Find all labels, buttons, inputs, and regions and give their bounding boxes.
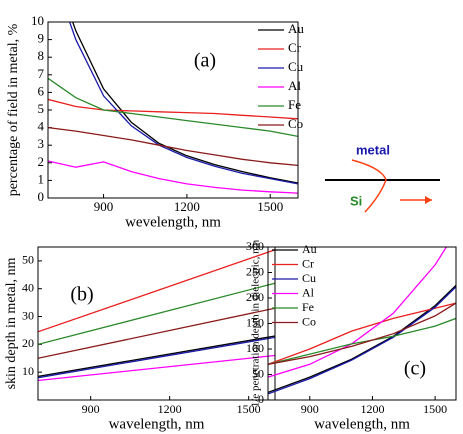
y-tick-label: 30: [22, 308, 34, 322]
chart: 0 1 2 3 4 5 6 7 8 9 10 900 1200 1500 Au Cr Cu Al Fe Co (a) we…: [6, 13, 304, 230]
line: [268, 302, 456, 365]
series-group: [268, 247, 456, 395]
x-tick-label: 1200: [174, 199, 200, 214]
legend-label: Fe: [288, 97, 301, 112]
series-group: [48, 22, 298, 194]
line: [38, 336, 275, 379]
line: [268, 284, 456, 394]
y-tick-label: 300: [246, 239, 264, 253]
y-tick-label: 7: [38, 66, 45, 81]
arrow-head: [425, 196, 432, 204]
plot-frame: [47, 21, 299, 199]
y-tick-label: 150: [246, 315, 264, 329]
x-tick-label: 1500: [423, 402, 447, 416]
x-axis-label: wavelength, nm: [109, 416, 205, 432]
line: [268, 286, 456, 395]
plot-frame: [37, 246, 276, 401]
y-tick-label: 2: [38, 154, 45, 169]
legend-label: Cu: [288, 59, 304, 74]
legend-label: Cu: [302, 271, 316, 285]
line: [68, 22, 298, 185]
x-axis-label: wavelength, nm: [314, 416, 410, 432]
y-tick-label: 100: [246, 341, 264, 355]
line: [268, 317, 456, 365]
line: [268, 247, 448, 378]
panel-label: (b): [70, 284, 93, 306]
line: [48, 126, 298, 167]
y-axis-label: 1/e penetration depth in dielectric, nm: [250, 239, 262, 407]
y-tick-label: 50: [22, 253, 34, 267]
y-tick-label: 20: [22, 336, 34, 350]
line: [38, 354, 275, 382]
legend-label: Cr: [302, 256, 314, 270]
legend-label: Au: [288, 21, 304, 36]
y-tick-label: 50: [252, 366, 264, 380]
y-tick-label: 10: [22, 364, 34, 378]
line: [48, 98, 298, 120]
x-tick-label: 1500: [237, 402, 261, 416]
legend-label: Au: [302, 242, 317, 256]
legend-label: Al: [288, 78, 301, 93]
legend-label: Fe: [302, 300, 314, 314]
x-axis-label: wevelength, nm: [125, 214, 221, 230]
x-tick-label: 900: [94, 199, 114, 214]
y-tick-label: 200: [246, 290, 264, 304]
legend-label: Co: [288, 116, 303, 131]
y-tick-label: 6: [38, 83, 45, 98]
metal-label: metal: [356, 142, 390, 157]
y-tick-label: 10: [31, 13, 44, 28]
line: [48, 77, 298, 138]
y-tick-label: 250: [246, 264, 264, 278]
line: [38, 307, 275, 359]
y-tick-label: 0: [258, 392, 264, 406]
y-tick-label: 3: [38, 136, 45, 151]
panel-label: (a): [194, 50, 216, 72]
y-tick-label: 4: [38, 119, 45, 134]
line: [38, 249, 275, 333]
y-tick-label: 9: [38, 31, 45, 46]
plot-frame: [267, 246, 457, 401]
y-tick-label: 1: [38, 171, 45, 186]
x-tick-label: 900: [301, 402, 319, 416]
panel-label: (c): [404, 358, 426, 380]
series-group: [38, 249, 275, 382]
line: [268, 302, 456, 365]
y-axis-label: percentage of field in metal, %: [6, 23, 21, 196]
legend-label: Cr: [288, 40, 302, 55]
field-curve: [351, 159, 387, 213]
x-tick-label: 900: [82, 402, 100, 416]
x-tick-label: 1200: [158, 402, 182, 416]
line: [38, 335, 275, 378]
y-axis-label: skin depth in metal, nm: [4, 257, 19, 389]
legend-label: Co: [302, 314, 316, 328]
y-tick-label: 5: [38, 101, 45, 116]
line: [38, 282, 275, 346]
diagram: metal Si: [325, 142, 440, 213]
line: [48, 160, 298, 194]
y-tick-label: 0: [38, 189, 45, 204]
legend-label: Al: [302, 285, 315, 299]
si-label: Si: [350, 193, 362, 208]
x-tick-label: 1200: [360, 402, 384, 416]
chart: 0 50 100 150 200 250 300 900 1200 1500 AuCrCuAlFeC…: [246, 239, 457, 432]
line: [72, 22, 298, 184]
x-tick-label: 1500: [257, 199, 283, 214]
y-tick-label: 40: [22, 280, 34, 294]
y-tick-label: 8: [38, 48, 45, 63]
